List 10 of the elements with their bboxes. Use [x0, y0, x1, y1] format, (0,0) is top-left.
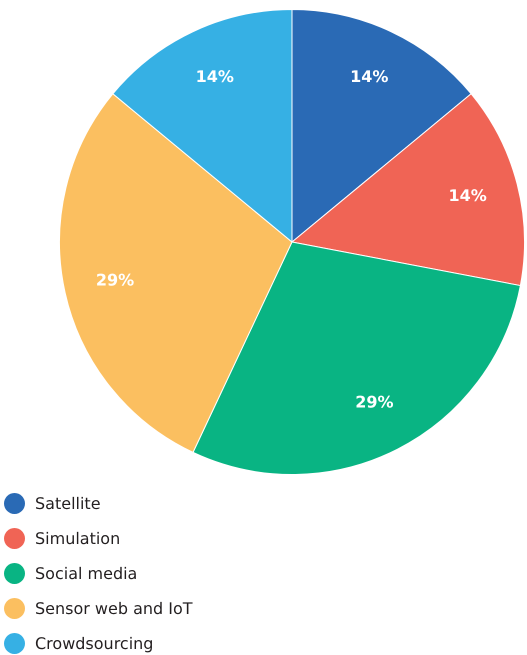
data-label: 14% — [448, 186, 487, 206]
legend-label: Satellite — [35, 494, 101, 513]
data-label: 29% — [96, 270, 134, 290]
data-label: 14% — [196, 67, 234, 86]
legend-label: Social media — [35, 564, 138, 583]
legend-label: Simulation — [35, 529, 120, 548]
data-label: 14% — [350, 67, 388, 86]
legend-label: Crowdsourcing — [35, 634, 154, 653]
legend-label: Sensor web and IoT — [35, 599, 193, 618]
data-label: 29% — [355, 392, 394, 412]
